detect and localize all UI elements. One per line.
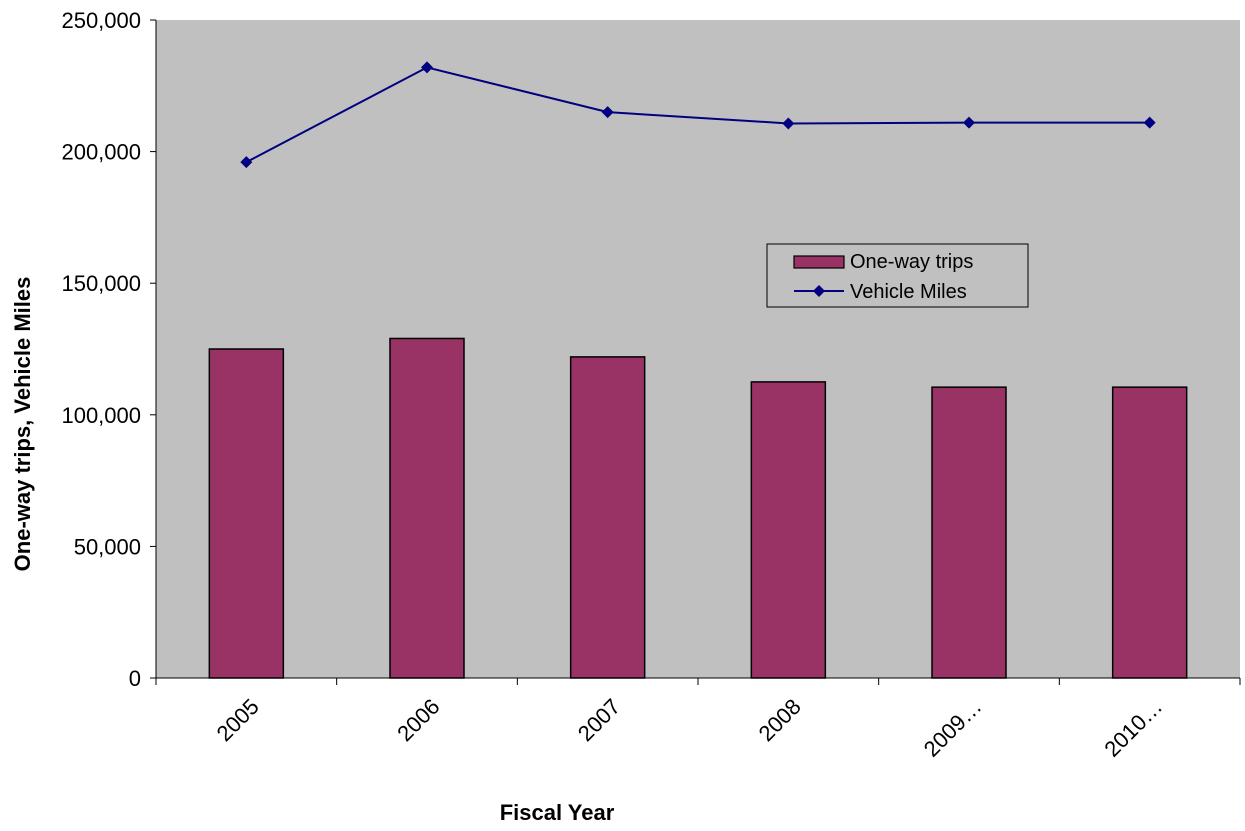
- bar-one-way-trips: [931, 386, 1007, 679]
- x-tick-label: 2009…: [919, 694, 987, 762]
- x-tick-label: 2005: [212, 694, 264, 746]
- plot-area: [156, 20, 1240, 678]
- bar-one-way-trips: [569, 356, 646, 679]
- point-vehicle-miles: [1143, 116, 1156, 129]
- legend-label-vehicle-miles: Vehicle Miles: [850, 281, 967, 303]
- x-ticks: 2005 2006 2007 2008 2009… 2010…: [155, 678, 1241, 762]
- point-vehicle-miles: [782, 117, 795, 130]
- legend-label-one-way-trips: One-way trips: [850, 251, 973, 273]
- point-vehicle-miles: [601, 106, 614, 119]
- y-tick-label: 50,000: [74, 534, 141, 559]
- axes: [150, 20, 1240, 679]
- x-tick-label: 2007: [573, 694, 625, 746]
- bar-one-way-trips: [750, 381, 827, 679]
- legend-box: [766, 243, 1029, 308]
- point-vehicle-miles: [240, 156, 253, 169]
- y-tick-label: 0: [129, 666, 141, 691]
- line-vehicle-miles: [245, 66, 1150, 164]
- point-vehicle-miles: [421, 61, 433, 74]
- y-tick-label: 150,000: [61, 271, 141, 296]
- legend-marker-vehicle-miles: [813, 285, 825, 297]
- bar-one-way-trips: [1111, 386, 1188, 679]
- x-axis-title: Fiscal Year: [500, 800, 615, 825]
- x-tick-label: 2010…: [1099, 694, 1167, 762]
- y-ticks: 0 50,000 100,000 150,000 200,000 250,000: [61, 8, 156, 691]
- y-tick-label: 200,000: [61, 140, 141, 165]
- y-axis-title: One-way trips, Vehicle Miles: [10, 277, 35, 572]
- line-series: [240, 61, 1156, 169]
- bar-series: [208, 337, 1188, 679]
- legend: One-way trips Vehicle Miles: [766, 243, 1029, 308]
- legend-swatch-one-way-trips: [793, 255, 845, 269]
- x-tick-label: 2006: [392, 694, 444, 746]
- point-vehicle-miles: [963, 116, 975, 129]
- y-tick-label: 100,000: [61, 403, 141, 428]
- bar-one-way-trips: [389, 337, 465, 679]
- bar-one-way-trips: [208, 348, 285, 679]
- y-tick-label: 250,000: [61, 8, 141, 33]
- x-tick-label: 2008: [754, 694, 806, 746]
